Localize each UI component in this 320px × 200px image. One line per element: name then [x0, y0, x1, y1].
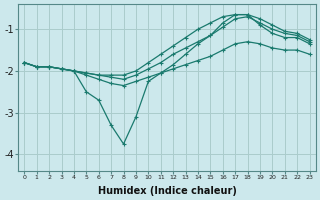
X-axis label: Humidex (Indice chaleur): Humidex (Indice chaleur)	[98, 186, 236, 196]
